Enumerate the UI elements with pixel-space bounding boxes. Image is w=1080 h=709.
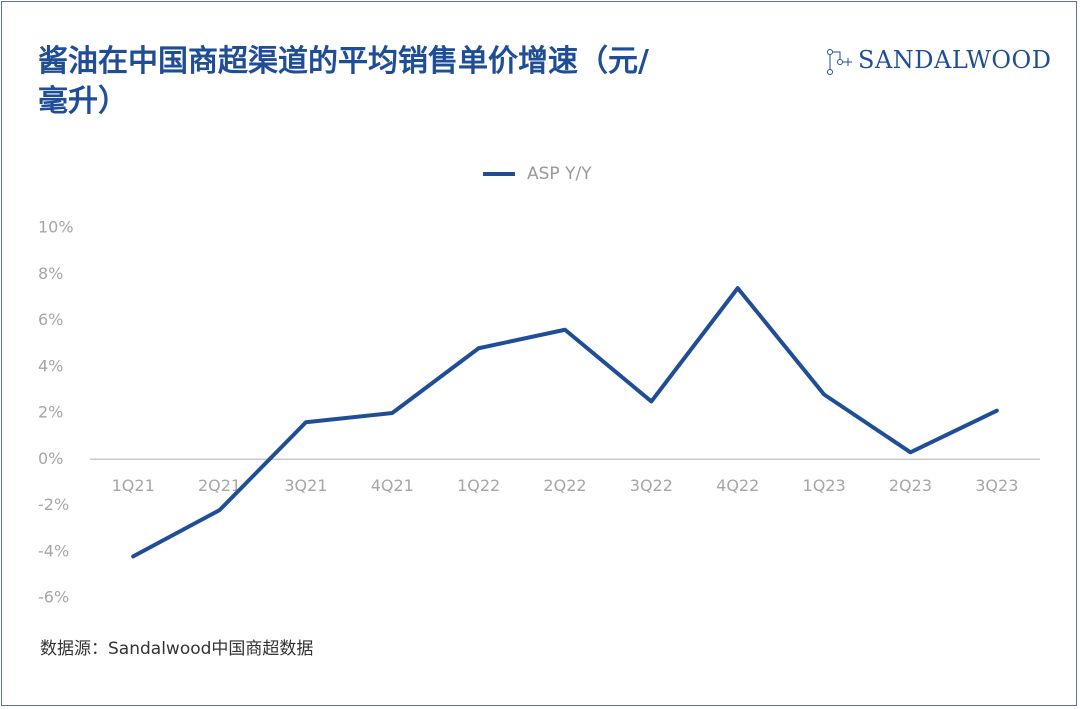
x-tick-label: 1Q23 [803,476,846,495]
y-tick-label: -6% [38,588,69,607]
x-tick-label: 4Q22 [716,476,759,495]
x-tick-label: 3Q23 [975,476,1018,495]
x-tick-label: 2Q21 [198,476,241,495]
icon-dot [827,69,833,75]
legend-label: ASP Y/Y [527,164,592,184]
y-tick-label: 10% [38,218,74,237]
x-tick-label: 1Q21 [112,476,155,495]
data-line [131,286,999,559]
x-tick-label: 2Q23 [889,476,932,495]
x-tick-label: 3Q21 [284,476,327,495]
x-tick-label: 2Q22 [543,476,586,495]
icon-dot [837,59,843,65]
y-tick-label: -2% [38,495,69,514]
y-tick-label: -4% [38,541,69,560]
x-tick-label: 4Q21 [371,476,414,495]
source-note: 数据源：Sandalwood中国商超数据 [40,639,314,659]
y-tick-label: 0% [38,449,63,468]
y-tick-label: 8% [38,264,63,283]
brand: SANDALWOOD [858,46,1052,74]
chart-title: 酱油在中国商超渠道的平均销售单价增速（元/毫升） [38,44,649,119]
x-tick-label: 1Q22 [457,476,500,495]
y-tick-label: 2% [38,403,63,422]
icon-lines [829,51,852,69]
y-tick-label: 6% [38,310,63,329]
x-tick-label: 3Q22 [630,476,673,495]
y-tick-label: 4% [38,356,63,375]
icon-dot [827,49,833,55]
brand-icon [827,49,852,75]
